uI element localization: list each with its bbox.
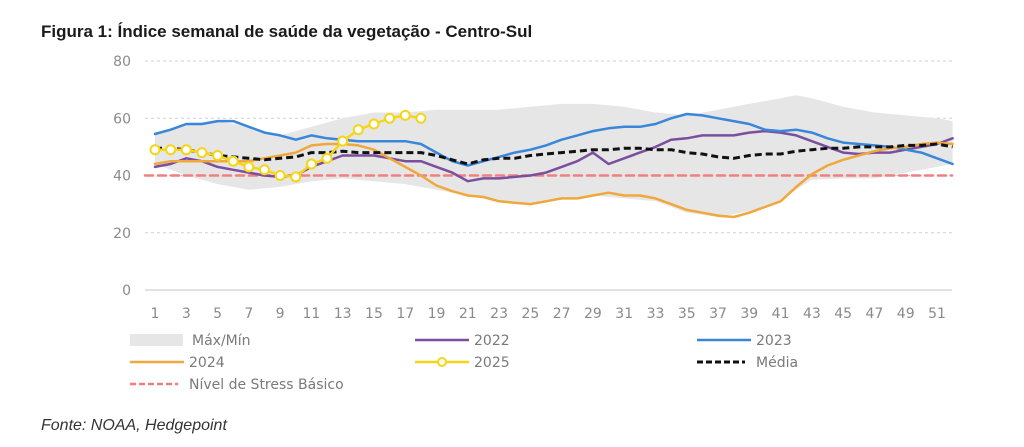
legend-label: Máx/Mín <box>192 333 251 349</box>
legend-item-stress: Nível de Stress Básico <box>130 377 344 393</box>
x-tick-label: 41 <box>772 306 790 322</box>
y-tick-label: 60 <box>113 111 131 127</box>
x-tick-label: 3 <box>182 306 191 322</box>
data-point-2025 <box>384 112 396 124</box>
legend-item-2024: 2024 <box>130 355 225 371</box>
data-point-2025 <box>165 144 177 156</box>
legend-label: 2022 <box>474 333 510 349</box>
x-tick-label: 27 <box>553 306 571 322</box>
legend-label: Nível de Stress Básico <box>189 377 344 393</box>
x-tick-label: 33 <box>647 306 665 322</box>
series-lines <box>143 109 954 219</box>
y-axis-ticks: 0 20 40 60 80 <box>113 54 131 299</box>
data-point-2025 <box>321 152 333 164</box>
data-point-2025 <box>274 170 286 181</box>
legend-item-band: Máx/Mín <box>130 333 251 349</box>
series-line-2024 <box>153 141 954 219</box>
x-tick-label: 1 <box>151 306 160 322</box>
legend-label: 2023 <box>756 333 792 349</box>
x-tick-label: 37 <box>709 306 727 322</box>
x-tick-label: 17 <box>396 306 414 322</box>
data-point-2025 <box>149 144 161 156</box>
legend-item-2022: 2022 <box>415 333 510 349</box>
x-tick-label: 11 <box>302 306 320 322</box>
y-tick-label: 40 <box>113 169 131 185</box>
x-tick-label: 29 <box>584 306 602 322</box>
x-tick-label: 31 <box>615 306 633 322</box>
y-tick-label: 0 <box>122 283 131 299</box>
legend-item-2023: 2023 <box>697 333 792 349</box>
source-note: Fonte: NOAA, Hedgepoint <box>41 417 227 434</box>
y-tick-label: 80 <box>113 54 131 70</box>
x-tick-label: 25 <box>521 306 539 322</box>
x-tick-label: 7 <box>244 306 253 322</box>
legend-label: 2025 <box>474 355 510 371</box>
x-tick-label: 39 <box>740 306 758 322</box>
legend-marker <box>437 357 447 367</box>
legend-label: Média <box>756 355 798 371</box>
x-tick-label: 35 <box>678 306 696 322</box>
data-point-2025 <box>352 124 364 136</box>
data-point-2025 <box>368 118 380 130</box>
x-tick-label: 43 <box>803 306 821 322</box>
x-tick-label: 13 <box>334 306 352 322</box>
data-point-2025 <box>196 147 208 159</box>
series-line-2023 <box>153 112 954 167</box>
x-tick-label: 5 <box>213 306 222 322</box>
data-point-2025 <box>399 109 411 121</box>
series-line-m-dia <box>155 142 953 166</box>
data-point-2025 <box>212 149 224 161</box>
data-point-2025 <box>180 144 192 156</box>
x-tick-label: 47 <box>866 306 884 322</box>
data-point-2025 <box>305 158 317 170</box>
legend-item-2025: 2025 <box>415 355 510 371</box>
x-tick-label: 19 <box>428 306 446 322</box>
data-point-2025 <box>258 164 270 176</box>
x-tick-label: 45 <box>834 306 852 322</box>
x-tick-label: 49 <box>897 306 915 322</box>
legend-swatch <box>130 334 183 346</box>
data-point-2025 <box>337 135 349 147</box>
legend: Máx/Mín 2022 2023 2024 2025 Média Nível de Str… <box>130 333 798 393</box>
data-point-2025 <box>290 171 302 183</box>
data-point-2025 <box>415 112 427 124</box>
data-point-2025 <box>227 155 239 167</box>
legend-label: 2024 <box>189 355 225 371</box>
x-tick-label: 23 <box>490 306 508 322</box>
figure-title: Figura 1: Índice semanal de saúde da veg… <box>41 22 533 41</box>
data-point-2025 <box>243 161 255 173</box>
x-tick-label: 51 <box>928 306 946 322</box>
x-tick-label: 9 <box>276 306 285 322</box>
legend-item-media: Média <box>697 355 798 371</box>
x-tick-label: 21 <box>459 306 477 322</box>
x-tick-label: 15 <box>365 306 383 322</box>
y-tick-label: 20 <box>113 226 131 242</box>
x-axis-ticks: 1 3 5 7 9 11 13 15 17 19 21 23 25 27 29 31 33 35 37 39 41 43 4… <box>151 306 946 322</box>
